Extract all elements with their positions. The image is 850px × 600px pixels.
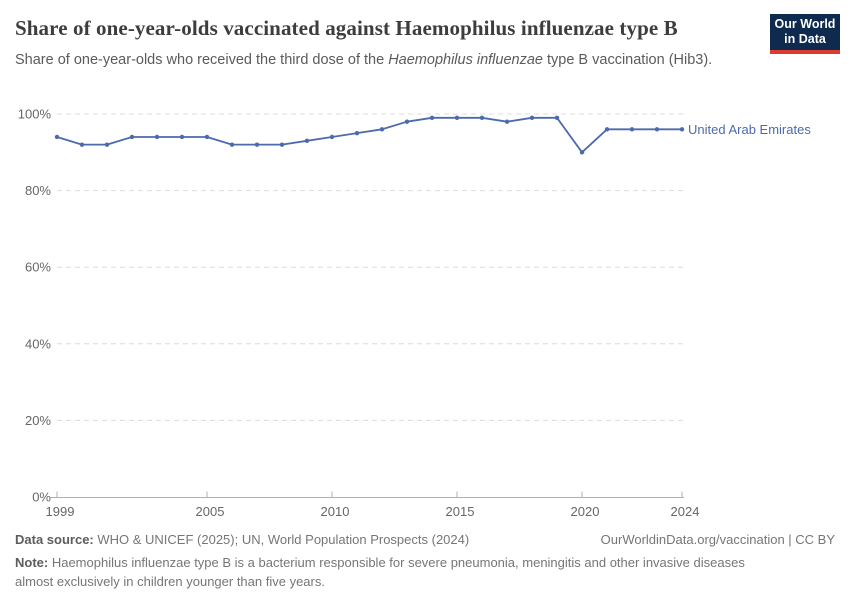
data-point[interactable] [479,115,485,121]
data-source-label: Data source: [15,532,94,547]
data-point[interactable] [629,127,635,132]
y-tick-label: 0% [32,490,51,505]
subtitle-prefix: Share of one-year-olds who received the … [15,52,389,68]
data-point[interactable] [354,130,360,136]
y-tick-label: 20% [25,413,51,428]
data-point[interactable] [579,150,585,155]
series-label[interactable]: United Arab Emirates [688,122,811,137]
data-point[interactable] [79,142,85,147]
x-tick-label: 2015 [446,504,475,519]
data-point[interactable] [154,134,160,140]
x-tick-label: 2024 [671,504,700,519]
owid-logo[interactable]: Our World in Data [770,14,840,54]
data-source-text: WHO & UNICEF (2025); UN, World Populatio… [93,532,470,547]
note-label: Note: [15,555,49,570]
data-point[interactable] [429,115,435,121]
chart-area: 0% 20% 40% 60% 80% 100% 1999 2005 2010 2015 2020 20… [0,100,850,530]
x-tick-label: 1999 [46,504,75,519]
logo-line2: in Data [784,32,826,46]
chart-header: Share of one-year-olds vaccinated agains… [15,14,840,70]
data-point[interactable] [504,119,510,124]
data-point[interactable] [679,127,685,132]
page-title: Share of one-year-olds vaccinated agains… [15,16,678,40]
series-line[interactable] [56,116,682,154]
subtitle-suffix: type B vaccination (Hib3). [542,52,713,68]
data-point[interactable] [379,127,385,132]
data-point[interactable] [304,138,310,144]
data-point[interactable] [329,134,335,140]
data-point[interactable] [454,115,460,121]
data-point[interactable] [104,142,110,147]
data-point[interactable] [604,127,610,132]
logo-line1: Our World [774,17,836,31]
data-point[interactable] [554,115,560,121]
data-point[interactable] [254,142,260,147]
credit-link[interactable]: OurWorldinData.org/vaccination | CC BY [600,532,835,547]
chart-subtitle: Share of one-year-olds who received the … [15,51,835,70]
y-tick-label: 40% [25,336,51,351]
data-point[interactable] [54,134,60,140]
y-tick-label: 80% [25,183,51,198]
x-tick-label: 2010 [321,504,350,519]
chart-canvas[interactable]: 0% 20% 40% 60% 80% 100% 1999 2005 2010 2015 2020 20… [0,100,850,530]
note-text: Haemophilus influenzae type B is a bacte… [15,555,745,589]
data-point[interactable] [404,119,410,124]
chart-footer: Data source: WHO & UNICEF (2025); UN, Wo… [15,531,835,591]
note-line: Note: Haemophilus influenzae type B is a… [15,553,757,591]
data-point[interactable] [204,134,210,140]
y-tick-label: 100% [18,107,52,122]
data-point[interactable] [279,142,285,147]
subtitle-italic: Haemophilus influenzae [388,52,543,68]
data-point[interactable] [529,115,535,121]
data-point[interactable] [129,134,135,140]
data-point[interactable] [179,134,185,140]
x-tick-label: 2020 [571,504,600,519]
data-point[interactable] [654,127,660,132]
y-tick-label: 60% [25,260,51,275]
x-tick-label: 2005 [196,504,225,519]
data-point[interactable] [229,142,235,147]
data-source-line: Data source: WHO & UNICEF (2025); UN, Wo… [15,531,469,549]
